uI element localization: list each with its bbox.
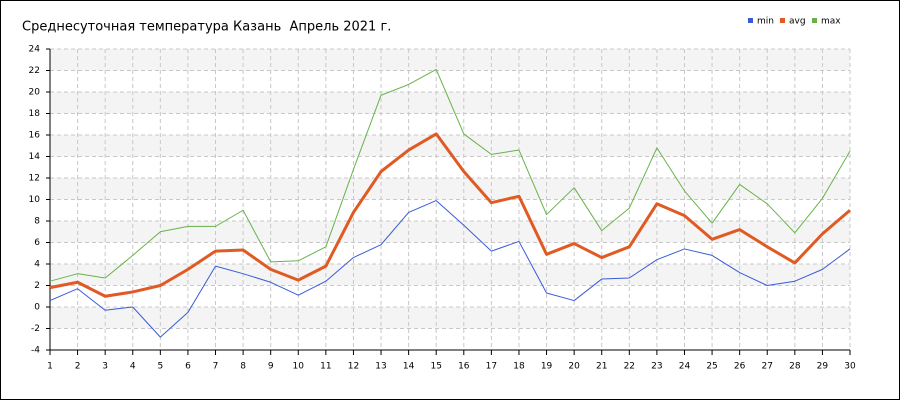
y-tick-label: 4 [34, 260, 40, 270]
band [50, 221, 850, 243]
band [50, 264, 850, 286]
legend-label: max [821, 17, 841, 27]
x-tick-label: 3 [102, 362, 108, 372]
x-tick-label: 17 [486, 362, 497, 372]
x-tick-label: 26 [734, 362, 746, 372]
x-tick-label: 5 [157, 362, 163, 372]
x-tick-label: 11 [320, 362, 331, 372]
x-tick-label: 22 [624, 362, 635, 372]
line [49, 68, 851, 282]
y-tick-label: 8 [34, 217, 40, 227]
band [50, 178, 850, 200]
y-tick-label: 12 [29, 174, 40, 184]
band [50, 307, 850, 329]
y-tick-label: 22 [29, 66, 40, 76]
legend-swatch [748, 18, 753, 23]
x-tick-label: 4 [130, 362, 136, 372]
x-tick-label: 9 [268, 362, 274, 372]
y-tick-label: 18 [29, 109, 41, 119]
x-tick-label: 8 [240, 362, 246, 372]
legend-swatch [812, 18, 817, 23]
y-tick-label: 0 [34, 303, 40, 313]
x-tick-label: 18 [513, 362, 525, 372]
x-tick-label: 20 [568, 362, 580, 372]
x-tick-label: 15 [430, 362, 441, 372]
y-tick-label: 2 [34, 281, 40, 291]
legend-label: avg [789, 17, 806, 27]
x-tick-label: 27 [762, 362, 773, 372]
x-tick-label: 1 [47, 362, 53, 372]
band [50, 49, 850, 71]
x-tick-label: 12 [348, 362, 359, 372]
y-tick-label: -2 [31, 324, 40, 334]
x-tick-label: 21 [596, 362, 607, 372]
x-tick-label: 24 [679, 362, 691, 372]
legend-swatch [780, 18, 785, 23]
x-tick-label: 16 [458, 362, 470, 372]
x-tick-label: 30 [844, 362, 856, 372]
line [49, 200, 851, 338]
x-tick-label: 19 [541, 362, 553, 372]
y-tick-label: 24 [29, 45, 41, 55]
line [49, 132, 851, 298]
x-tick-label: 29 [817, 362, 829, 372]
x-tick-label: 7 [213, 362, 219, 372]
x-tick-label: 14 [403, 362, 415, 372]
chart-title: Среднесуточная температура Казань Апрель… [22, 20, 391, 35]
x-tick-label: 10 [293, 362, 305, 372]
x-tick-label: 25 [706, 362, 717, 372]
y-tick-label: -4 [31, 346, 40, 356]
x-tick-label: 28 [789, 362, 801, 372]
y-tick-label: 10 [29, 195, 41, 205]
band [50, 135, 850, 157]
y-tick-label: 6 [34, 238, 40, 248]
y-tick-label: 14 [29, 152, 41, 162]
x-tick-label: 23 [651, 362, 662, 372]
legend-label: min [757, 17, 774, 27]
x-tick-label: 6 [185, 362, 191, 372]
y-tick-label: 16 [29, 131, 41, 141]
y-tick-label: 20 [29, 88, 41, 98]
x-tick-label: 13 [375, 362, 386, 372]
x-tick-label: 2 [75, 362, 81, 372]
